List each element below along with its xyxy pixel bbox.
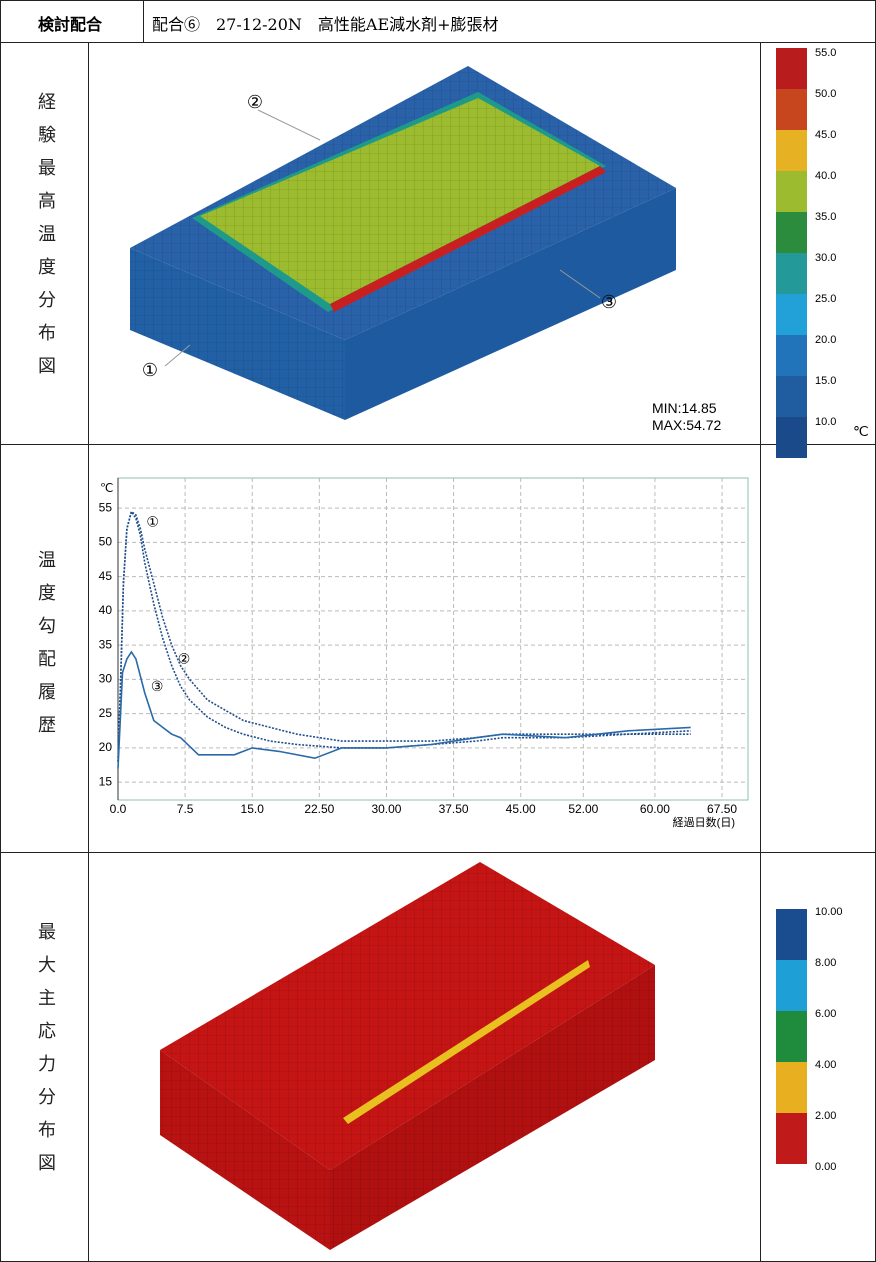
min-value: MIN:14.85 (652, 400, 717, 416)
legend-swatch (776, 1011, 807, 1062)
marker-label: ① (142, 360, 158, 380)
plot-frame (118, 478, 748, 800)
y-tick-label: 45 (99, 569, 113, 583)
legend-swatch (776, 376, 807, 417)
x-tick-label: 15.0 (241, 802, 265, 816)
legend-label: 6.00 (815, 1008, 836, 1020)
legend-label: 15.0 (815, 375, 836, 387)
x-tick-label: 22.50 (304, 802, 334, 816)
legend-label: 30.0 (815, 252, 836, 264)
legend-label: 4.00 (815, 1059, 836, 1071)
legend-swatch (776, 1113, 807, 1164)
legend-swatch (776, 171, 807, 212)
x-tick-label: 60.00 (640, 802, 670, 816)
legend-swatch (776, 89, 807, 130)
legend-label: 2.00 (815, 1110, 836, 1122)
series-label: ③ (151, 678, 164, 694)
x-tick-label: 37.50 (439, 802, 469, 816)
legend-label: 55.0 (815, 47, 836, 59)
legend-label: 10.0 (815, 416, 836, 428)
series-line (118, 512, 691, 762)
stress-render (160, 862, 655, 1250)
legend-label: 50.0 (815, 88, 836, 100)
legend-swatch (776, 212, 807, 253)
legend-swatch (776, 335, 807, 376)
marker-label: ② (247, 92, 263, 112)
y-tick-label: 15 (99, 774, 113, 788)
max-value: MAX:54.72 (652, 417, 721, 433)
x-tick-label: 67.50 (707, 802, 737, 816)
series-label: ① (146, 514, 159, 530)
figure-layer: ② ③ ① MIN:14.85 MAX:54.72 ℃ 55.0 50.0 45.0… (0, 0, 876, 1252)
legend-label: 10.00 (815, 906, 843, 918)
x-tick-label: 30.00 (371, 802, 401, 816)
y-tick-label: 55 (99, 500, 113, 514)
legend-label: 20.0 (815, 334, 836, 346)
legend-label: 45.0 (815, 129, 836, 141)
y-tick-label: 20 (99, 740, 113, 754)
x-tick-label: 0.0 (110, 802, 127, 816)
x-tick-label: 52.00 (568, 802, 598, 816)
marker-label: ③ (601, 292, 617, 312)
temperature-render (130, 66, 676, 420)
legend-label: 25.0 (815, 293, 836, 305)
y-unit: ℃ (100, 481, 113, 495)
legend-swatch (776, 417, 807, 458)
legend-swatch (776, 909, 807, 960)
legend-unit: ℃ (853, 423, 869, 439)
legend-label: 0.00 (815, 1161, 836, 1173)
series-label: ② (178, 651, 191, 667)
x-axis-label: 経過日数(日) (673, 816, 735, 829)
legend-label: 40.0 (815, 170, 836, 182)
x-tick-label: 7.5 (177, 802, 194, 816)
y-tick-label: 50 (99, 535, 113, 549)
y-tick-label: 25 (99, 706, 113, 720)
legend-label: 8.00 (815, 957, 836, 969)
legend-swatch (776, 48, 807, 89)
y-tick-label: 40 (99, 603, 113, 617)
page: {"header":{"label":"検討配合","mix":"配合⑥ 27-… (0, 0, 876, 1252)
series-line (118, 652, 691, 769)
legend-swatch (776, 1062, 807, 1113)
legend-swatch (776, 960, 807, 1011)
legend-swatch (776, 130, 807, 171)
legend-swatch (776, 253, 807, 294)
y-tick-label: 35 (99, 637, 113, 651)
y-tick-label: 30 (99, 672, 113, 686)
legend-label: 35.0 (815, 211, 836, 223)
legend-swatch (776, 294, 807, 335)
series-line (118, 512, 691, 762)
x-tick-label: 45.00 (506, 802, 536, 816)
